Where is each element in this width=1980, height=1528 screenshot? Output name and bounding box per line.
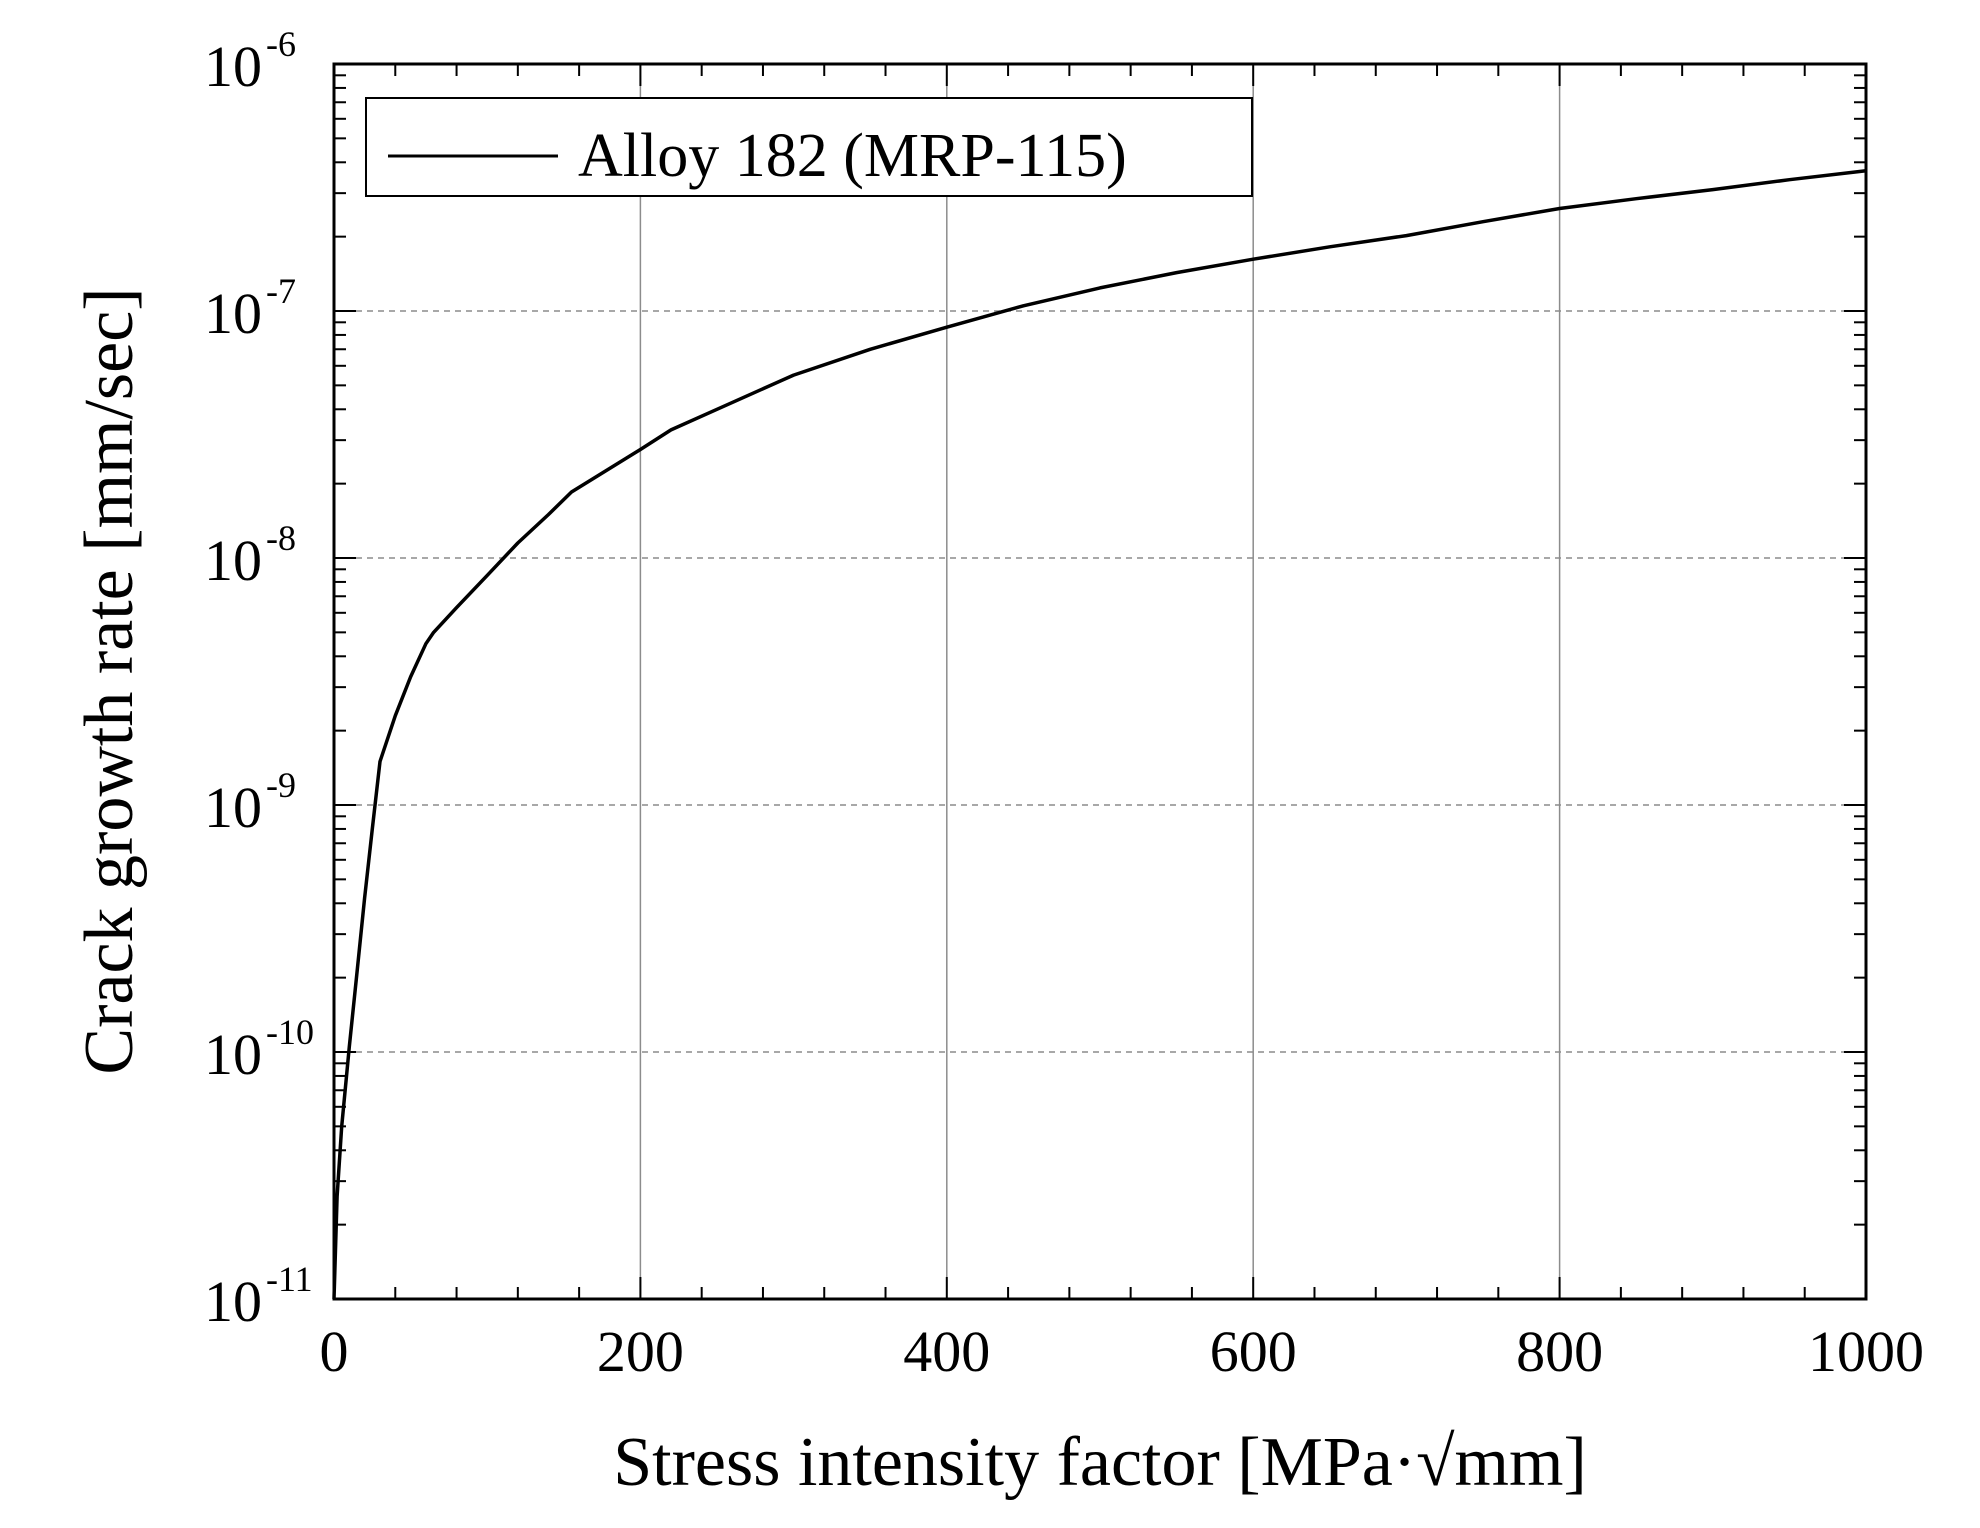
grid-lines xyxy=(334,64,1866,1299)
y-tick-label-exponent: -10 xyxy=(266,1012,314,1052)
x-tick-label: 0 xyxy=(320,1319,349,1384)
x-tick-label: 1000 xyxy=(1808,1319,1924,1384)
y-tick-label: 10 -8 xyxy=(204,518,296,593)
y-tick-label-exponent: -11 xyxy=(266,1259,313,1299)
legend-box xyxy=(365,97,1253,197)
legend: Alloy 182 (MRP-115) xyxy=(365,97,1253,197)
y-tick-label: 10 -10 xyxy=(204,1012,314,1087)
y-tick-label: 10 -9 xyxy=(204,765,296,840)
y-tick-label-exponent: -9 xyxy=(266,765,296,805)
y-tick-label: 10 -7 xyxy=(204,271,296,346)
y-tick-label: 10 -6 xyxy=(204,24,296,99)
y-tick-label-base: 10 xyxy=(204,1269,262,1334)
y-tick-label-base: 10 xyxy=(204,34,262,99)
y-tick-label-exponent: -8 xyxy=(266,518,296,558)
y-tick-label-base: 10 xyxy=(204,528,262,593)
y-tick-label: 10 -11 xyxy=(204,1259,313,1334)
plot-frame xyxy=(332,62,1868,1301)
data-series xyxy=(332,168,1867,1300)
y-axis-title: Crack growth rate [mm/sec] xyxy=(71,287,148,1074)
y-tick-label-base: 10 xyxy=(204,775,262,840)
x-tick-label: 200 xyxy=(597,1319,684,1384)
x-tick-label: 600 xyxy=(1210,1319,1297,1384)
y-tick-label-base: 10 xyxy=(204,281,262,346)
x-tick-labels: 0 200 400 600 800 1000 xyxy=(320,1319,1925,1384)
y-tick-label-base: 10 xyxy=(204,1022,262,1087)
x-tick-label: 800 xyxy=(1516,1319,1603,1384)
y-tick-label-exponent: -6 xyxy=(266,24,296,64)
x-axis-title: Stress intensity factor [MPa·√mm] xyxy=(613,1424,1587,1501)
axis-ticks xyxy=(333,63,1867,1300)
series-line-alloy-182 xyxy=(332,168,1867,1300)
x-tick-label: 400 xyxy=(903,1319,990,1384)
y-tick-label-exponent: -7 xyxy=(266,271,296,311)
legend-label: Alloy 182 (MRP-115) xyxy=(578,122,1127,190)
